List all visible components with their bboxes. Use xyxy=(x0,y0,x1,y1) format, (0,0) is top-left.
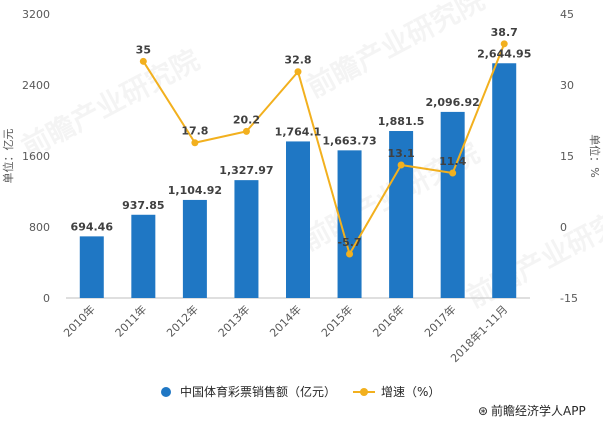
bar-data-label: 694.46 xyxy=(71,220,114,233)
y-left-tick-label: 0 xyxy=(43,292,50,305)
bar-data-label: 1,663.73 xyxy=(322,134,376,147)
legend-bar-swatch xyxy=(161,387,171,397)
line-data-label: 17.8 xyxy=(181,125,208,138)
growth-line xyxy=(142,43,506,255)
bar xyxy=(286,141,310,298)
y-right-tick-label: -15 xyxy=(560,292,578,305)
line-data-label: 13.1 xyxy=(388,147,415,160)
bar-data-label: 1,764.1 xyxy=(275,125,322,138)
line-data-label: -5.7 xyxy=(338,236,362,249)
bar-data-label: 1,881.5 xyxy=(378,115,425,128)
legend-line-marker xyxy=(360,388,368,396)
bar xyxy=(492,63,517,299)
line-data-label: 20.2 xyxy=(233,113,260,126)
y-left-tick-label: 800 xyxy=(29,221,50,234)
line-point xyxy=(191,139,199,147)
bar-data-label: 2,644.95 xyxy=(477,47,531,60)
line-point xyxy=(294,68,302,76)
x-tick-label: 2017年 xyxy=(421,302,458,339)
y-left-tick-label: 2400 xyxy=(22,79,50,92)
x-tick-label: 2013年 xyxy=(215,302,252,339)
bar xyxy=(131,214,156,298)
line-point xyxy=(242,127,250,135)
legend-line-label: 增速（%） xyxy=(381,385,440,399)
bar-data-label: 937.85 xyxy=(122,199,164,212)
y-right-tick-label: 0 xyxy=(560,221,567,234)
y-left-tick-label: 1600 xyxy=(22,150,50,163)
y-left-axis-title: 单位：亿元 xyxy=(1,129,15,184)
y-right-axis-title: 单位：% xyxy=(588,134,602,177)
y-right-tick-label: 45 xyxy=(560,8,574,21)
line-point xyxy=(346,250,354,258)
line-data-label: 11.4 xyxy=(439,155,466,168)
watermark-text: 前瞻产业研究院 xyxy=(16,43,205,164)
x-tick-label: 2016年 xyxy=(370,302,407,339)
x-tick-label: 2012年 xyxy=(164,302,201,339)
watermark-text: 前瞻产业研究院 xyxy=(301,0,490,104)
bar xyxy=(182,199,207,298)
line-data-label: 32.8 xyxy=(284,54,311,67)
line-point xyxy=(139,57,147,65)
credit-logo-icon: ⊛ xyxy=(478,404,488,418)
line-point xyxy=(500,40,508,48)
x-tick-label: 2014年 xyxy=(267,302,304,339)
watermark-text: 前瞻产业研究院 xyxy=(461,193,603,314)
legend-bar-label: 中国体育彩票销售额（亿元） xyxy=(180,384,336,399)
bar xyxy=(440,111,465,299)
x-tick-label: 2015年 xyxy=(318,302,355,339)
y-right-tick-label: 30 xyxy=(560,79,574,92)
line-point xyxy=(449,169,457,177)
y-left-tick-label: 3200 xyxy=(22,8,50,21)
line-data-label: 35 xyxy=(136,43,151,56)
x-tick-label: 2011年 xyxy=(112,302,149,339)
bar xyxy=(79,236,104,298)
bar-data-label: 2,096.92 xyxy=(426,96,480,109)
x-tick-label: 2010年 xyxy=(60,302,97,339)
y-right-tick-label: 15 xyxy=(560,150,574,163)
bar-data-label: 1,327.97 xyxy=(219,164,273,177)
bar-data-label: 1,104.92 xyxy=(168,184,222,197)
bar xyxy=(234,180,259,298)
line-data-label: 38.7 xyxy=(491,26,518,39)
credit-text: 前瞻经济学人APP xyxy=(491,403,586,418)
line-point xyxy=(397,161,405,169)
bar xyxy=(389,131,414,298)
